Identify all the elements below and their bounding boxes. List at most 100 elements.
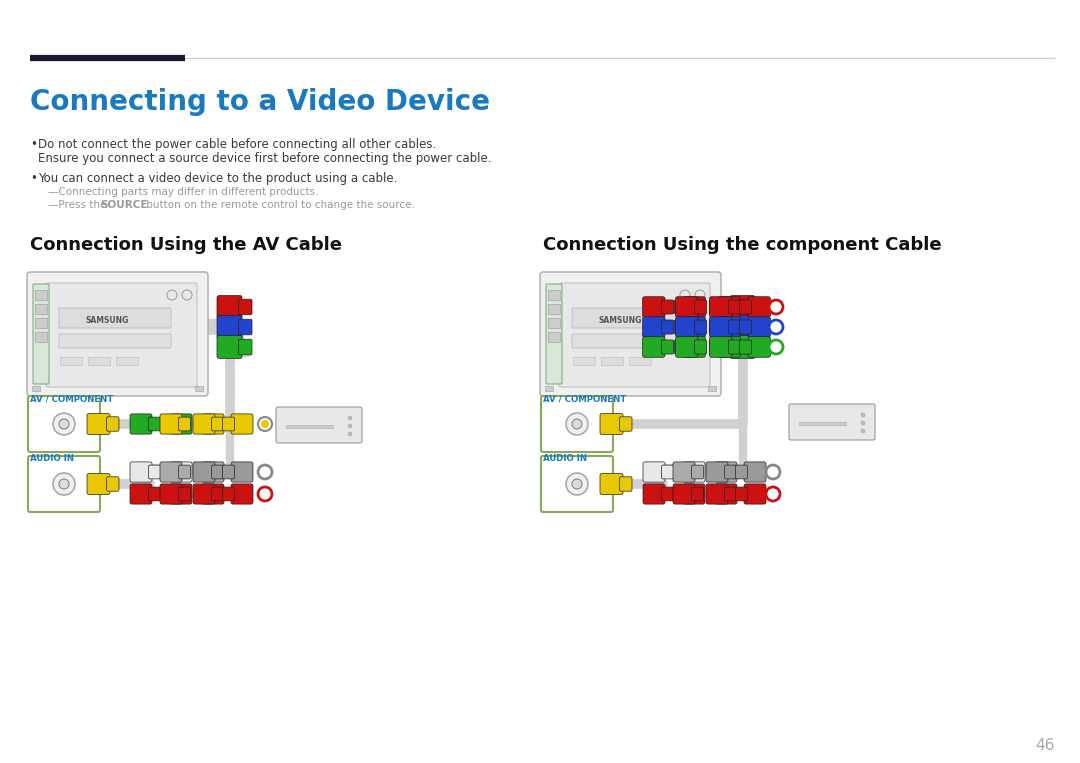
Circle shape <box>59 419 69 429</box>
FancyBboxPatch shape <box>193 484 215 504</box>
FancyBboxPatch shape <box>661 465 674 479</box>
FancyBboxPatch shape <box>661 300 674 314</box>
Bar <box>147 491 152 497</box>
Bar <box>718 344 724 350</box>
Bar <box>104 420 110 427</box>
Bar <box>286 425 333 428</box>
Bar <box>727 344 732 350</box>
FancyBboxPatch shape <box>752 299 765 315</box>
FancyBboxPatch shape <box>193 487 205 501</box>
Circle shape <box>769 340 783 354</box>
FancyBboxPatch shape <box>691 487 703 501</box>
Bar <box>176 491 181 497</box>
Text: —Press the: —Press the <box>48 200 110 210</box>
Bar <box>104 481 110 488</box>
FancyBboxPatch shape <box>276 407 362 443</box>
FancyBboxPatch shape <box>643 336 665 357</box>
FancyBboxPatch shape <box>212 417 224 431</box>
Bar <box>659 344 665 350</box>
Circle shape <box>261 420 269 428</box>
Text: •: • <box>30 138 37 151</box>
FancyBboxPatch shape <box>740 320 752 334</box>
FancyBboxPatch shape <box>691 465 703 479</box>
FancyBboxPatch shape <box>202 462 224 482</box>
Bar <box>692 304 698 311</box>
Bar <box>202 421 207 427</box>
Text: Connection Using the component Cable: Connection Using the component Cable <box>543 236 942 254</box>
Bar <box>748 324 754 330</box>
FancyBboxPatch shape <box>160 414 183 434</box>
FancyBboxPatch shape <box>222 465 234 479</box>
Circle shape <box>261 468 269 476</box>
Bar <box>235 304 242 311</box>
FancyBboxPatch shape <box>752 340 765 355</box>
Circle shape <box>769 320 783 334</box>
Bar <box>548 304 561 314</box>
Bar <box>659 324 665 330</box>
Bar <box>176 421 181 427</box>
FancyBboxPatch shape <box>231 414 253 434</box>
FancyBboxPatch shape <box>193 414 215 434</box>
FancyBboxPatch shape <box>193 462 215 482</box>
Circle shape <box>769 490 777 498</box>
FancyBboxPatch shape <box>28 456 100 512</box>
FancyBboxPatch shape <box>710 297 732 317</box>
FancyBboxPatch shape <box>212 487 224 501</box>
Circle shape <box>348 424 352 428</box>
Bar <box>744 491 750 497</box>
Circle shape <box>861 421 865 425</box>
FancyBboxPatch shape <box>748 297 770 317</box>
FancyBboxPatch shape <box>572 308 684 328</box>
FancyBboxPatch shape <box>729 320 741 334</box>
FancyBboxPatch shape <box>33 284 49 384</box>
FancyBboxPatch shape <box>231 484 253 504</box>
FancyBboxPatch shape <box>46 283 197 387</box>
Circle shape <box>167 290 177 300</box>
Bar <box>718 304 724 311</box>
Bar <box>171 421 176 427</box>
FancyBboxPatch shape <box>193 465 205 479</box>
Circle shape <box>348 432 352 436</box>
FancyBboxPatch shape <box>710 320 721 334</box>
FancyBboxPatch shape <box>729 300 741 314</box>
Bar <box>231 491 237 497</box>
FancyBboxPatch shape <box>239 319 252 335</box>
Bar <box>748 304 754 311</box>
FancyBboxPatch shape <box>231 462 253 482</box>
FancyBboxPatch shape <box>676 317 698 337</box>
FancyBboxPatch shape <box>706 484 728 504</box>
Text: Connecting to a Video Device: Connecting to a Video Device <box>30 88 490 116</box>
Circle shape <box>861 429 865 433</box>
FancyBboxPatch shape <box>217 295 242 318</box>
FancyBboxPatch shape <box>740 340 752 354</box>
Text: Connection Using the AV Cable: Connection Using the AV Cable <box>30 236 342 254</box>
FancyBboxPatch shape <box>710 300 721 314</box>
Circle shape <box>766 487 780 501</box>
FancyBboxPatch shape <box>661 320 674 334</box>
FancyBboxPatch shape <box>107 477 119 491</box>
FancyBboxPatch shape <box>744 484 766 504</box>
Bar <box>617 481 623 488</box>
Bar <box>548 332 561 342</box>
FancyBboxPatch shape <box>715 484 737 504</box>
Bar <box>684 344 689 350</box>
FancyBboxPatch shape <box>178 417 190 431</box>
FancyBboxPatch shape <box>170 462 192 482</box>
Bar <box>715 468 720 475</box>
Bar <box>799 422 846 425</box>
Bar <box>692 344 698 350</box>
FancyBboxPatch shape <box>710 340 721 354</box>
Bar <box>748 324 755 330</box>
FancyBboxPatch shape <box>730 316 755 339</box>
Bar <box>629 357 651 365</box>
FancyBboxPatch shape <box>217 336 242 359</box>
FancyBboxPatch shape <box>202 414 224 434</box>
Bar <box>545 386 553 391</box>
Text: button on the remote control to change the source.: button on the remote control to change t… <box>143 200 415 210</box>
FancyBboxPatch shape <box>130 414 152 434</box>
FancyBboxPatch shape <box>170 414 192 434</box>
Text: SAMSUNG: SAMSUNG <box>598 316 643 325</box>
Bar <box>727 304 732 311</box>
Bar <box>235 343 242 351</box>
FancyBboxPatch shape <box>239 340 252 355</box>
